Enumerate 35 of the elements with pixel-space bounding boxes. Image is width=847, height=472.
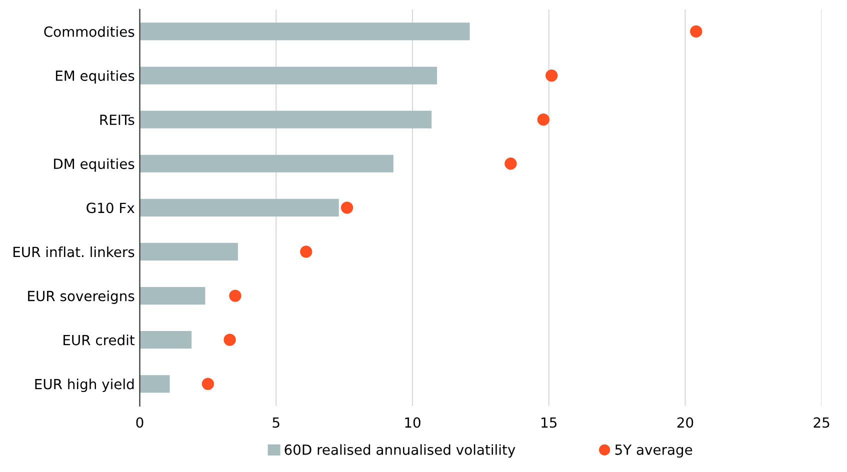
bar — [140, 154, 394, 172]
y-tick-label: EM equities — [56, 70, 134, 84]
x-tick-label: 10 — [405, 417, 420, 428]
x-tick-label: 15 — [542, 417, 556, 428]
point — [504, 158, 517, 170]
point — [202, 378, 214, 390]
x-tick-label: 25 — [814, 417, 830, 428]
y-tick-label: EUR high yield — [35, 378, 134, 392]
point — [229, 290, 242, 302]
bar — [140, 22, 470, 40]
x-tick-label: 0 — [136, 417, 144, 428]
point — [224, 334, 236, 346]
x-tick-label: 20 — [677, 417, 694, 428]
y-tick-label: DM equities — [54, 158, 134, 172]
point — [690, 25, 702, 38]
point — [546, 69, 558, 82]
legend-label: 60D realised annualised volatility — [284, 444, 516, 458]
bar — [140, 66, 438, 84]
point — [340, 202, 354, 214]
bar — [140, 331, 192, 349]
y-tick-label: EUR credit — [64, 334, 135, 346]
bar — [140, 286, 206, 305]
y-tick-label: REITs — [100, 114, 134, 126]
y-tick-label: G10 Fx — [86, 202, 134, 214]
bar — [140, 375, 170, 393]
point — [537, 114, 550, 126]
y-tick-label: EUR sovereigns — [28, 290, 134, 304]
legend-label: 5Y average — [615, 444, 692, 458]
bar — [140, 198, 339, 216]
bar — [140, 110, 432, 128]
x-tick-label: 5 — [272, 417, 280, 428]
point — [300, 246, 312, 258]
y-tick-label: Commodities — [44, 26, 134, 37]
bar — [140, 242, 238, 261]
y-tick-label: EUR inflat. linkers — [14, 246, 134, 258]
